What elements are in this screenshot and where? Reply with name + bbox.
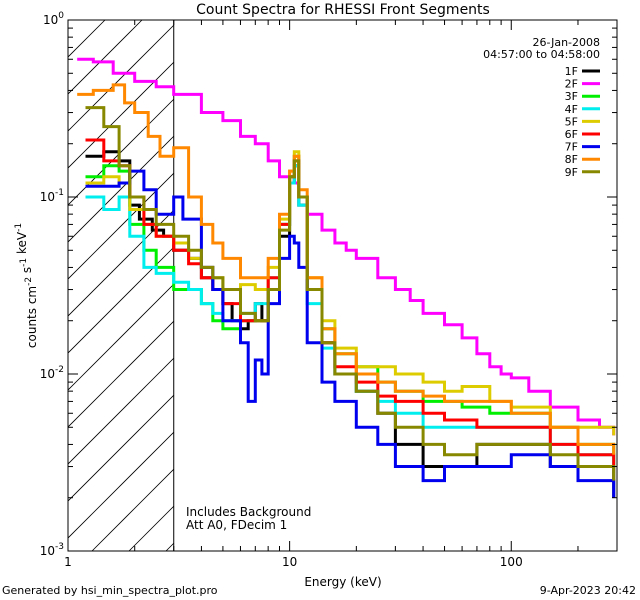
y-tick-label: 10-2 xyxy=(40,365,64,381)
legend-label-2f: 2F xyxy=(565,78,578,91)
hatched-region xyxy=(68,20,617,551)
legend-label-6f: 6F xyxy=(565,128,578,141)
y-tick-label: 10-3 xyxy=(40,542,64,558)
y-tick-label: 10-1 xyxy=(40,188,64,204)
x-tick-labels: 1 10 100 xyxy=(64,555,523,569)
y-axis-label-text: counts cm-2 s-1 keV-1 xyxy=(14,223,39,348)
annotation-background: Includes Background xyxy=(186,505,311,519)
plot-frame xyxy=(67,19,618,552)
x-tick-label: 100 xyxy=(500,555,523,569)
legend-label-7f: 7F xyxy=(565,141,578,154)
x-tick-label: 10 xyxy=(282,555,297,569)
hatch-line xyxy=(68,20,217,169)
annotation-attenuator: Att A0, FDecim 1 xyxy=(186,518,287,532)
legend-label-4f: 4F xyxy=(565,103,578,116)
legend-date: 26-Jan-2008 xyxy=(533,36,601,49)
series-line-2f xyxy=(77,57,616,436)
footer-generator: Generated by hsi_min_spectra_plot.pro xyxy=(2,584,218,597)
hatch-line xyxy=(68,20,254,206)
footer-timestamp: 9-Apr-2023 20:42 xyxy=(540,584,636,597)
x-axis-label: Energy (keV) xyxy=(304,575,381,589)
legend-label-5f: 5F xyxy=(565,115,578,128)
y-axis-label: counts cm-2 s-1 keV-1 xyxy=(14,223,39,348)
x-tick-label: 1 xyxy=(64,555,72,569)
hatch-line xyxy=(68,20,143,95)
legend-time-range: 04:57:00 to 04:58:00 xyxy=(483,48,600,61)
chart-title: Count Spectra for RHESSI Front Segments xyxy=(196,2,490,18)
axis-ticks xyxy=(67,19,618,552)
legend-label-3f: 3F xyxy=(565,90,578,103)
y-tick-labels: 100 10-1 10-2 10-3 xyxy=(40,11,65,558)
hatch-line xyxy=(68,20,69,21)
series-group xyxy=(77,57,616,498)
y-tick-label: 100 xyxy=(43,11,64,27)
series-line-9f xyxy=(85,106,616,481)
legend-label-9f: 9F xyxy=(565,166,578,179)
hatch-line xyxy=(68,20,106,58)
legend-label-1f: 1F xyxy=(565,65,578,78)
legend-label-8f: 8F xyxy=(565,153,578,166)
